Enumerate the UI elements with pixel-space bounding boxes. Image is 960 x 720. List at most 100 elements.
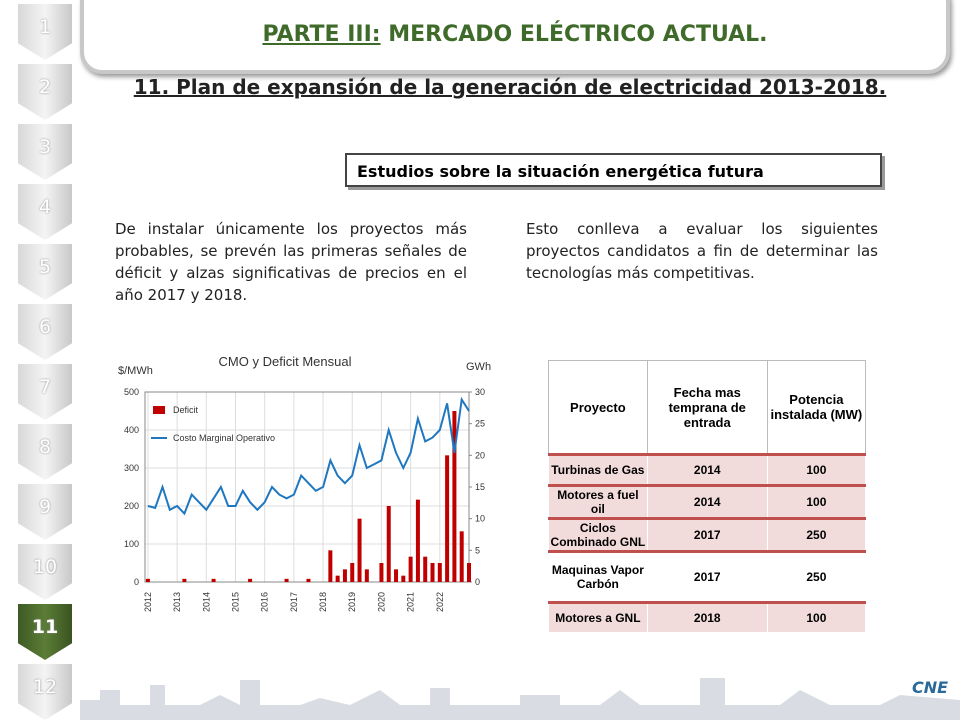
x-tick-label: 2015 xyxy=(230,592,240,612)
x-tick-label: 2014 xyxy=(201,592,211,612)
paragraph: De instalar únicamente los proyectos más… xyxy=(115,220,467,304)
nav-tab[interactable]: 8 xyxy=(18,424,72,480)
cell: Motores a GNL xyxy=(548,601,648,633)
y2-tick-label: 0 xyxy=(475,577,480,587)
x-tick-label: 2018 xyxy=(318,592,328,612)
skyline-shape xyxy=(80,678,960,720)
logo: CNE xyxy=(912,678,949,697)
row: Turbinas de Gas 2014 100 xyxy=(548,453,867,486)
nav-tab[interactable]: 11 xyxy=(18,604,72,660)
bar xyxy=(408,556,413,582)
chart-title: CMO y Deficit Mensual xyxy=(219,354,352,369)
title-text: MERCADO ELÉCTRICO ACTUAL. xyxy=(388,22,768,47)
row: Ciclos Combinado GNL 2017 250 xyxy=(548,517,867,552)
paragraph: Esto conlleva a evaluar los siguientes p… xyxy=(526,220,878,282)
nav-tab[interactable]: 4 xyxy=(18,184,72,240)
x-tick-label: 2021 xyxy=(406,592,416,612)
slide-title: PARTE III: MERCADO ELÉCTRICO ACTUAL. xyxy=(80,22,950,47)
bar xyxy=(350,563,355,582)
nav-tab[interactable]: 7 xyxy=(18,364,72,420)
chart-bg xyxy=(110,350,500,620)
bar xyxy=(430,563,435,582)
bar xyxy=(401,575,406,582)
cell: 100 xyxy=(766,484,867,519)
line xyxy=(147,396,470,516)
nav-tab[interactable]: 6 xyxy=(18,304,72,360)
table: Proyecto Fecha mas temprana de entrada Pot… xyxy=(548,360,867,633)
y2-tick-label: 5 xyxy=(475,545,480,555)
nav-tab[interactable]: 2 xyxy=(18,64,72,120)
x-tick-label: 2019 xyxy=(347,592,357,612)
bar xyxy=(445,455,450,582)
y-axis-label: $/MWh xyxy=(118,365,153,377)
header-cell: Fecha mas temprana de entrada xyxy=(646,360,768,455)
y-tick-label: 300 xyxy=(124,463,139,473)
bar xyxy=(459,531,464,582)
bar xyxy=(335,575,340,582)
legend-swatch xyxy=(153,406,165,414)
bar xyxy=(248,578,253,582)
chart: CMO y Deficit Mensual $/MWh GWh 01002003… xyxy=(110,350,500,620)
nav-tab[interactable]: 9 xyxy=(18,484,72,540)
cell: Motores a fuel oil xyxy=(548,484,648,519)
bar xyxy=(379,563,384,582)
row: Motores a fuel oil 2014 100 xyxy=(548,484,867,519)
nav-tab[interactable]: 3 xyxy=(18,124,72,180)
cell: Turbinas de Gas xyxy=(548,453,648,486)
y2-tick-label: 10 xyxy=(475,514,485,524)
bar xyxy=(211,578,216,582)
nav-tab[interactable]: 1 xyxy=(18,4,72,60)
cell: 2014 xyxy=(646,453,768,486)
cell: Ciclos Combinado GNL xyxy=(548,517,648,552)
x-tick-label: 2016 xyxy=(260,592,270,612)
y-tick-label: 100 xyxy=(124,539,139,549)
header-frame xyxy=(80,0,950,74)
row: Motores a GNL 2018 100 xyxy=(548,601,867,633)
y2-tick-label: 20 xyxy=(475,450,485,460)
header-cell: Potencia instalada (MW) xyxy=(766,360,867,455)
bar xyxy=(328,550,333,582)
bar xyxy=(386,506,391,582)
x-tick-label: 2017 xyxy=(289,592,299,612)
y-tick-label: 200 xyxy=(124,501,139,511)
legend-label: Deficit xyxy=(173,405,199,415)
bar xyxy=(437,563,442,582)
section-label: PARTE III: xyxy=(262,22,381,47)
header-row: Proyecto Fecha mas temprana de entrada Pot… xyxy=(548,360,867,455)
x-tick-label: 2012 xyxy=(143,592,153,612)
x-tick-label: 2022 xyxy=(435,592,445,612)
y2-tick-label: 15 xyxy=(475,482,485,492)
y-tick-label: 0 xyxy=(134,577,139,587)
row: Maquinas Vapor Carbón 2017 250 xyxy=(548,550,867,603)
x-tick-label: 2020 xyxy=(376,592,386,612)
x-tick-label: 2013 xyxy=(172,592,182,612)
bar xyxy=(284,578,289,582)
cell: 250 xyxy=(766,517,867,552)
legend-label: Costo Marginal Operativo xyxy=(173,433,275,443)
subtitle-box: Estudios sobre la situación energética f… xyxy=(345,153,882,187)
cell: 100 xyxy=(766,601,867,633)
header-cell: Proyecto xyxy=(548,360,648,455)
bar xyxy=(452,411,457,582)
cell: 100 xyxy=(766,453,867,486)
y2-tick-label: 25 xyxy=(475,419,485,429)
y2-axis-label: GWh xyxy=(466,361,491,373)
y-tick-label: 500 xyxy=(124,387,139,397)
bar xyxy=(182,578,187,582)
bar xyxy=(467,563,471,582)
bar xyxy=(306,578,311,582)
nav-tab[interactable]: 10 xyxy=(18,544,72,600)
cell: 250 xyxy=(766,550,867,603)
cell: 2014 xyxy=(646,484,768,519)
bar xyxy=(357,518,362,582)
cell: 2017 xyxy=(646,517,768,552)
bar xyxy=(415,499,420,582)
bar xyxy=(394,569,399,582)
heading: 11. Plan de expansión de la generación d… xyxy=(133,75,887,99)
nav-tab[interactable]: 5 xyxy=(18,244,72,300)
bar xyxy=(145,578,150,582)
cell: 2018 xyxy=(646,601,768,633)
cell: Maquinas Vapor Carbón xyxy=(548,550,648,603)
y2-tick-label: 30 xyxy=(475,387,485,397)
